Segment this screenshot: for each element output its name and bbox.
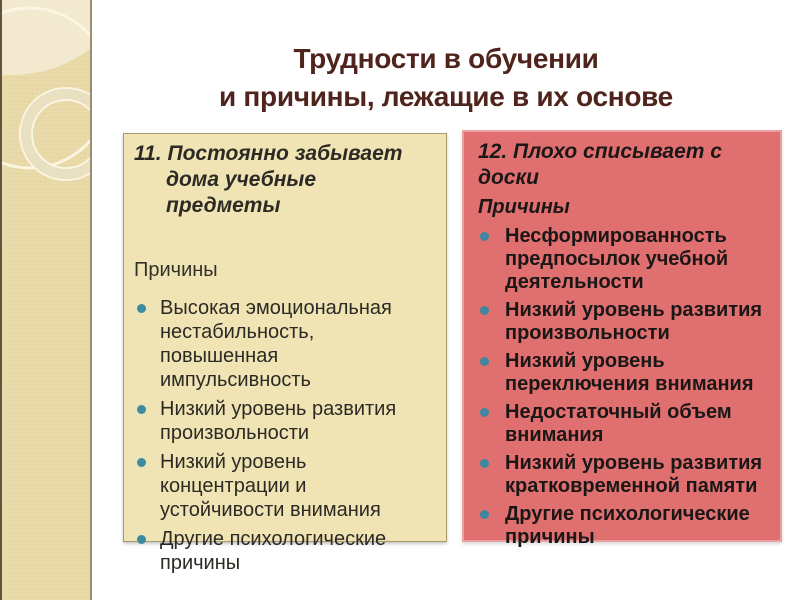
cause-text: Низкий уровень развития произвольности <box>160 398 397 444</box>
causes-list: Несформированность предпосылок учебной д… <box>474 225 770 549</box>
bullet-marker-icon <box>137 535 146 544</box>
cause-text: Несформированность предпосылок учебной д… <box>505 225 729 293</box>
list-item: Другие психологические причины <box>474 503 770 549</box>
cause-text: Высокая эмоциональная нестабильность, по… <box>160 297 392 391</box>
bullet-marker-icon <box>480 510 489 519</box>
list-item: Высокая эмоциональная нестабильность, по… <box>134 296 436 392</box>
causes-label: Причины <box>134 259 218 281</box>
thick-ring-outer-icon <box>19 87 90 181</box>
card-heading: 12. Плохо списывает с доски <box>478 140 722 189</box>
causes-list: Высокая эмоциональная нестабильность, по… <box>134 296 436 575</box>
cause-text: Низкий уровень переключения внимания <box>505 350 754 395</box>
bullet-marker-icon <box>137 458 146 467</box>
sidebar-rings-decoration <box>2 0 90 181</box>
bullet-marker-icon <box>480 306 489 315</box>
card-heading: 11. Постоянно забывает дома учебные пред… <box>134 142 403 217</box>
list-item: Недостаточный объем внимания <box>474 401 770 447</box>
cause-text: Низкий уровень концентрации и устойчивос… <box>160 451 381 521</box>
thick-ring-inner-icon <box>31 99 90 169</box>
list-item: Низкий уровень концентрации и устойчивос… <box>134 450 436 522</box>
list-item: Низкий уровень развития кратковременной … <box>474 452 770 498</box>
slide-title: Трудности в обучении и причины, лежащие … <box>219 43 673 112</box>
list-item: Несформированность предпосылок учебной д… <box>474 225 770 294</box>
bullet-marker-icon <box>137 304 146 313</box>
bullet-marker-icon <box>137 405 146 414</box>
bullet-marker-icon <box>480 357 489 366</box>
thin-ring-icon <box>2 6 90 170</box>
thick-ring-band-icon <box>21 89 90 179</box>
bullet-marker-icon <box>480 459 489 468</box>
card-difficulty-12: 12. Плохо списывает с доски Причины Несф… <box>462 130 782 548</box>
cause-text: Другие психологические причины <box>160 528 387 574</box>
list-item: Низкий уровень переключения внимания <box>474 350 770 396</box>
list-item: Низкий уровень развития произвольности <box>474 299 770 345</box>
cause-text: Низкий уровень развития произвольности <box>505 299 763 344</box>
cause-text: Низкий уровень развития кратковременной … <box>505 452 763 497</box>
causes-label: Причины <box>478 196 570 218</box>
bullet-marker-icon <box>480 408 489 417</box>
card-difficulty-11: 11. Постоянно забывает дома учебные пред… <box>123 133 447 574</box>
list-item: Другие психологические причины <box>134 527 436 575</box>
list-item: Низкий уровень развития произвольности <box>134 397 436 445</box>
cause-text: Недостаточный объем внимания <box>505 401 732 446</box>
bullet-marker-icon <box>480 232 489 241</box>
light-arc-decoration <box>2 0 90 75</box>
cause-text: Другие психологические причины <box>505 503 750 548</box>
theme-sidebar <box>0 0 92 600</box>
